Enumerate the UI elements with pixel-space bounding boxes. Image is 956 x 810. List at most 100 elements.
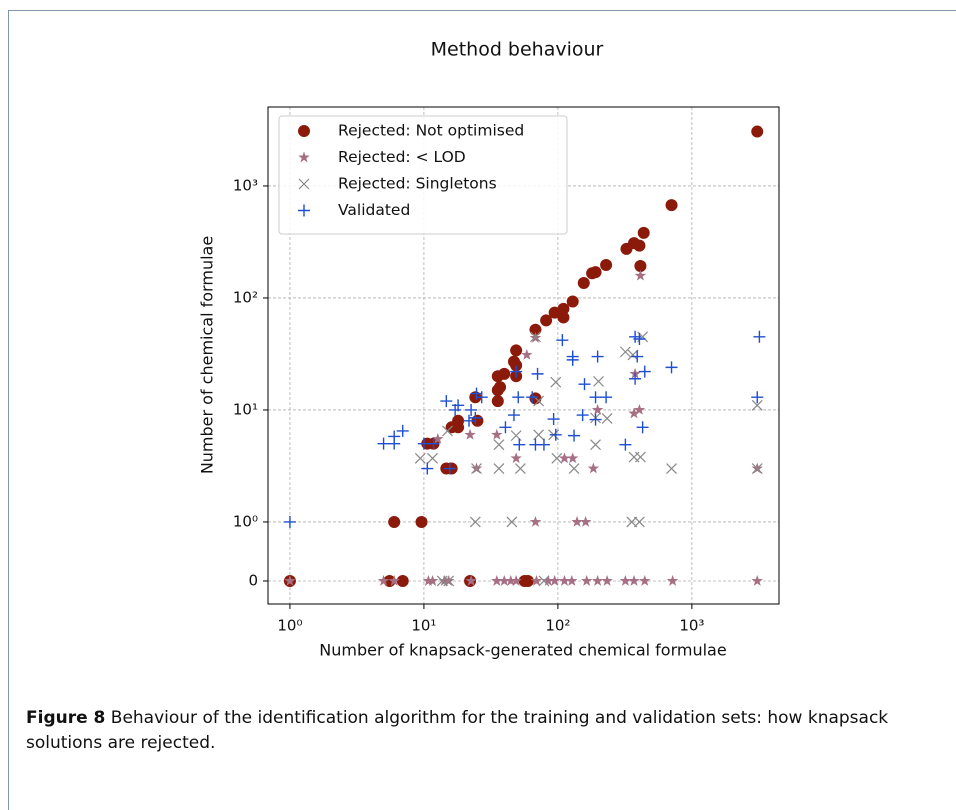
- point: [531, 367, 544, 380]
- point: [637, 226, 650, 239]
- point: [498, 574, 510, 586]
- point: [665, 361, 678, 374]
- point: [751, 463, 763, 474]
- point: [443, 462, 456, 475]
- point: [440, 395, 453, 408]
- point: [388, 574, 400, 586]
- point: [452, 414, 465, 427]
- point: [510, 452, 522, 464]
- y-tick-label: 10²: [233, 288, 258, 306]
- x-axis-label: Number of knapsack-generated chemical fo…: [319, 641, 726, 660]
- chart: Method behaviour Number of knapsack-gene…: [198, 39, 780, 660]
- point: [506, 516, 518, 528]
- point: [548, 574, 561, 586]
- y-axis-label: Number of chemical formulae: [198, 236, 217, 474]
- y-tick-label: 0: [248, 571, 258, 589]
- point: [521, 348, 533, 360]
- point: [633, 516, 645, 528]
- point: [666, 463, 677, 474]
- point: [507, 409, 520, 422]
- point: [557, 302, 570, 315]
- point: [464, 428, 476, 440]
- point: [590, 439, 601, 451]
- x-tick-label: 10¹: [411, 617, 436, 635]
- point: [601, 413, 613, 424]
- point: [600, 258, 613, 271]
- point: [751, 125, 764, 138]
- point: [465, 403, 478, 416]
- series: [283, 330, 766, 528]
- point: [591, 350, 604, 363]
- point: [556, 334, 569, 347]
- point: [493, 463, 505, 474]
- y-tick-label: 10¹: [233, 400, 258, 418]
- point: [529, 323, 542, 336]
- x-tick-label: 10⁰: [277, 617, 302, 635]
- point: [438, 574, 451, 586]
- point: [521, 574, 534, 587]
- point: [551, 452, 563, 464]
- page-frame: [8, 10, 956, 810]
- x-tick-label: 10³: [679, 617, 704, 635]
- x-tick-label: 10²: [545, 617, 570, 635]
- legend-label: Rejected: Not optimised: [338, 122, 524, 140]
- point: [751, 574, 763, 586]
- point: [566, 295, 579, 308]
- point: [284, 574, 296, 586]
- point: [493, 439, 505, 451]
- point: [452, 399, 465, 412]
- legend-label: Validated: [338, 201, 410, 219]
- point: [633, 403, 646, 415]
- point: [636, 421, 649, 434]
- point: [753, 330, 766, 343]
- point: [558, 452, 571, 464]
- point: [510, 365, 523, 378]
- point: [498, 367, 511, 380]
- point: [627, 349, 639, 361]
- point: [530, 331, 541, 343]
- point: [283, 515, 296, 528]
- point: [377, 574, 390, 586]
- point: [587, 462, 600, 474]
- point: [427, 437, 440, 450]
- point: [513, 438, 526, 451]
- point: [577, 277, 590, 290]
- point: [396, 424, 409, 437]
- point: [634, 269, 647, 281]
- point: [593, 375, 604, 387]
- point: [628, 574, 640, 586]
- point: [638, 365, 651, 378]
- y-tick-label: 10⁰: [233, 512, 258, 530]
- point: [633, 239, 646, 252]
- point: [591, 574, 604, 586]
- point: [557, 311, 570, 324]
- legend-marker: [298, 178, 310, 190]
- point: [538, 575, 550, 587]
- point: [751, 391, 764, 404]
- point: [571, 515, 583, 527]
- point: [619, 574, 632, 586]
- point: [388, 515, 401, 528]
- point: [442, 425, 453, 437]
- point: [533, 429, 545, 441]
- legend-label: Rejected: Singletons: [338, 175, 497, 193]
- page: {"chart_data": {"type": "scatter", "titl…: [8, 10, 956, 810]
- legend-marker: [298, 125, 310, 137]
- point: [396, 574, 409, 587]
- point: [529, 515, 542, 527]
- point: [628, 407, 640, 419]
- point: [568, 429, 581, 442]
- point: [579, 515, 592, 527]
- plot-frame: [267, 106, 780, 605]
- legend-label: Rejected: < LOD: [338, 148, 466, 166]
- caption-text: Behaviour of the identification algorith…: [26, 708, 889, 753]
- point: [510, 574, 522, 586]
- point: [626, 516, 638, 528]
- point: [510, 359, 523, 372]
- caption-label: Figure 8: [26, 708, 106, 728]
- chart-title: Method behaviour: [431, 39, 604, 61]
- point: [514, 463, 526, 474]
- point: [494, 381, 507, 394]
- point: [432, 433, 444, 444]
- point: [377, 437, 390, 450]
